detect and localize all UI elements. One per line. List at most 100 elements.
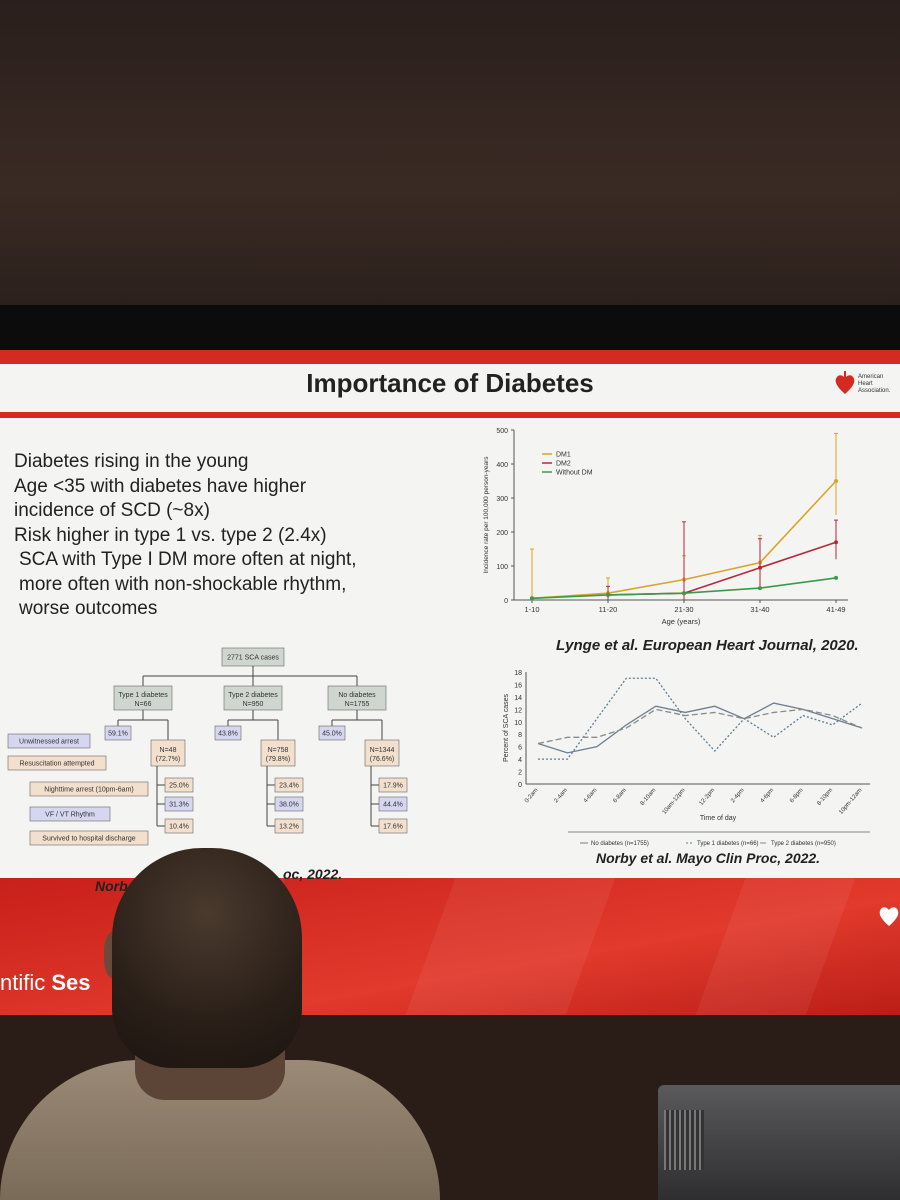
chart1-y-tick: 400 <box>496 462 508 469</box>
chart1-y-tick: 100 <box>496 564 508 571</box>
chart1-y-tick: 0 <box>504 598 508 605</box>
flow-night-box-label: 17.9% <box>383 783 403 790</box>
slide-title: Importance of Diabetes <box>306 368 594 398</box>
flow-resus-box <box>364 739 400 767</box>
flow-vf-box <box>164 796 194 812</box>
flow-row-vf-label: VF / VT Rhythm <box>45 812 95 819</box>
flow-group-box-label: No diabetes <box>338 692 376 699</box>
chart1-y-tick: 500 <box>496 428 508 435</box>
flow-vf-box-label: 31.3% <box>169 802 189 809</box>
flow-night-box-label: 25.0% <box>169 783 189 790</box>
flow-row-unwitnessed-label: Unwitnessed arrest <box>19 739 79 746</box>
chart2-series-line <box>537 708 863 745</box>
flow-group-box <box>113 685 173 711</box>
flow-row-resus <box>7 755 107 771</box>
flow-row-night-label: Nighttime arrest (10pm-6am) <box>44 787 133 794</box>
chart2-legend-label: Type 2 diabetes (n=950) <box>771 841 836 847</box>
flow-night-box <box>378 777 408 793</box>
chart1-point <box>758 586 762 591</box>
footer-prefix: ntific <box>0 970 52 995</box>
flow-row-unwitnessed <box>7 733 91 749</box>
chart1-x-tick: 41-49 <box>826 605 845 614</box>
flow-unwitnessed-box <box>104 725 132 741</box>
flow-survived-box-label: 10.4% <box>169 824 189 831</box>
flow-vf-box <box>274 796 304 812</box>
heart-torch-icon <box>835 371 855 394</box>
chart2-x-tick: 8-10am <box>640 787 658 806</box>
flow-resus-box-value: (79.8%) <box>266 756 291 763</box>
time-of-day-chart: 0 2 4 6 8 10 12 14 16 18 0-2am 2-4am 4-6am 6-8am 8-10a… <box>503 670 870 847</box>
flow-unwitnessed-box <box>318 725 346 741</box>
bullet-list: Diabetes rising in the young Age <35 wit… <box>14 450 357 622</box>
chart1-x-tick: 31-40 <box>750 605 769 614</box>
citation-norby-right: Norby et al. Mayo Clin Proc, 2022. <box>596 850 821 866</box>
flow-root-box-label: 2771 SCA cases <box>227 655 279 662</box>
projector <box>658 1085 900 1200</box>
chart2-x-label: Time of day <box>700 815 737 822</box>
bullet-4c: worse outcomes <box>19 598 158 619</box>
chart2-x-tick: 0-2am <box>524 787 540 804</box>
flow-group-box-label: Type 1 diabetes <box>118 692 168 699</box>
chart2-x-tick: 12-2pm <box>699 787 717 806</box>
chart2-y-tick: 16 <box>514 682 522 689</box>
flow-night-box <box>164 777 194 793</box>
aha-heart-icon <box>879 907 899 926</box>
chart1-point <box>682 591 686 596</box>
flow-resus-box-label: N=1344 <box>370 747 395 754</box>
chart2-y-tick: 8 <box>518 732 522 739</box>
chart1-legend-label: Without DM <box>556 470 593 477</box>
chart2-y-tick: 18 <box>514 670 522 677</box>
chart1-point <box>758 565 762 570</box>
flow-row-survived <box>29 830 149 846</box>
bullet-2a: Age <35 with diabetes have higher <box>14 475 307 497</box>
room-ceiling <box>0 0 900 310</box>
title-divider <box>0 412 900 418</box>
flow-night-box <box>274 777 304 793</box>
chart1-x-tick: 21-30 <box>674 605 693 614</box>
footer-bold: Ses <box>51 970 91 995</box>
flow-unwitnessed-box <box>214 725 242 741</box>
projector-vent <box>664 1110 704 1170</box>
flow-vf-box-label: 44.4% <box>383 802 403 809</box>
flow-unwitnessed-box-label: 45.0% <box>322 731 342 738</box>
flow-resus-box <box>260 739 296 767</box>
flow-row-vf <box>29 806 111 822</box>
chart1-point <box>530 596 534 601</box>
chart1-legend-label: DM1 <box>556 452 571 459</box>
chart1-point <box>606 592 610 597</box>
chart1-point <box>834 479 838 483</box>
chart2-x-tick: 10am-12pm <box>662 787 687 815</box>
flow-unwitnessed-box-label: 59.1% <box>108 731 128 738</box>
flow-group-box-value: N=1755 <box>345 701 370 708</box>
chart2-y-tick: 2 <box>518 770 522 777</box>
flow-night-box-label: 23.4% <box>279 783 299 790</box>
flow-resus-box <box>150 739 186 767</box>
bullet-4a: SCA with Type I DM more often at night, <box>19 549 357 570</box>
citation-norby-left-start: Norb <box>95 878 128 894</box>
chart1-point <box>834 540 838 545</box>
chart2-legend-label: Type 1 diabetes (n=66) <box>697 841 759 847</box>
chart2-y-tick: 10 <box>514 720 522 727</box>
citation-lynge: Lynge et al. European Heart Journal, 202… <box>556 637 859 654</box>
chart2-y-tick: 4 <box>518 757 522 764</box>
flow-survived-box-label: 13.2% <box>279 824 299 831</box>
chart2-series-line <box>537 702 863 754</box>
flow-resus-box-value: (72.7%) <box>156 756 181 763</box>
flow-resus-box-label: N=758 <box>268 747 289 754</box>
chart2-y-tick: 12 <box>514 707 522 714</box>
flow-unwitnessed-box-label: 43.8% <box>218 731 238 738</box>
aha-logo: American Heart Association. <box>832 368 892 404</box>
flow-resus-box-label: N=48 <box>160 747 177 754</box>
flow-survived-box <box>274 818 304 834</box>
bullet-3: Risk higher in type 1 vs. type 2 (2.4x) <box>14 524 327 546</box>
chart2-x-tick: 2-4am <box>553 787 569 804</box>
chart1-x-label: Age (years) <box>662 617 701 626</box>
flow-group-box-value: N=950 <box>243 701 264 708</box>
chart2-y-tick: 6 <box>518 745 522 752</box>
chart2-y-tick: 14 <box>514 695 522 702</box>
chart1-y-label: Incidence rate per 100,000 person-years <box>483 456 490 574</box>
flow-vf-box-label: 38.0% <box>279 802 299 809</box>
chart1-y-tick: 200 <box>496 530 508 537</box>
flow-vf-box <box>378 796 408 812</box>
sca-flow-diagram: 2771 SCA cases Type 1 diabetes N=66 59.1% N=… <box>7 647 408 846</box>
